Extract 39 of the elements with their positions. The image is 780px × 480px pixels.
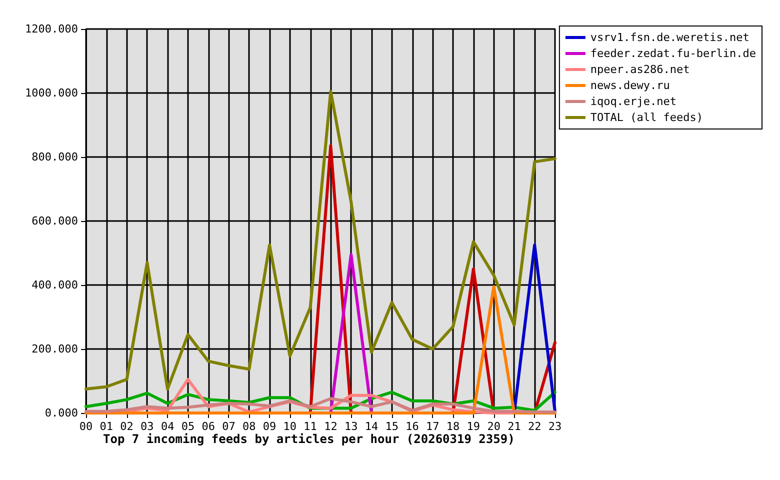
y-tick-label: 800.000	[32, 150, 78, 164]
legend-label: feeder.zedat.fu-berlin.de	[590, 47, 756, 60]
y-tick-label: 200.000	[32, 342, 78, 356]
x-tick-label: 11	[304, 420, 317, 433]
x-tick-label: 20	[487, 420, 500, 433]
text: Top 7 incoming feeds by articles per hour (20260319 2359)	[103, 432, 515, 446]
x-tick-label: 10	[283, 420, 297, 433]
x-tick-label: 01	[100, 420, 114, 433]
y-tick-label: 1200.000	[25, 22, 78, 36]
x-tick-label: 02	[120, 420, 134, 433]
legend-label: vsrv1.fsn.de.weretis.net	[590, 31, 750, 44]
x-tick-label: 17	[426, 420, 440, 433]
x-tick-label: 13	[344, 420, 358, 433]
x-tick-label: 08	[242, 420, 256, 433]
x-tick-label: 04	[160, 420, 175, 433]
line-series	[84, 90, 556, 390]
y-tick-label: 600.000	[32, 214, 78, 228]
x-tick-label: 07	[222, 420, 236, 433]
x-tick-label: 15	[385, 420, 398, 433]
x-tick-label: 03	[140, 420, 154, 433]
y-tick-label: 0.000	[44, 406, 78, 420]
legend-label: iqoq.erje.net	[590, 95, 677, 108]
x-tick-label: 18	[446, 420, 460, 433]
x-tick-label: 09	[262, 420, 276, 433]
legend-label: news.dewy.ru	[590, 79, 670, 92]
y-tick-label: 400.000	[32, 278, 78, 292]
x-tick-label: 23	[548, 420, 562, 433]
x-tick-label: 22	[528, 420, 542, 433]
x-tick-label: 00	[79, 420, 93, 433]
x-tick-label: 16	[406, 420, 419, 433]
y-tick-label: 1000.000	[25, 86, 78, 100]
x-tick-label: 14	[364, 420, 378, 433]
x-tick-label: 06	[202, 420, 215, 433]
legend-label: npeer.as286.net	[590, 63, 690, 76]
x-tick-label: 12	[324, 420, 338, 433]
x-tick-label: 19	[466, 420, 480, 433]
x-tick-label: 21	[508, 420, 521, 433]
legend-label: TOTAL (all feeds)	[590, 111, 704, 124]
x-tick-label: 05	[181, 420, 195, 433]
